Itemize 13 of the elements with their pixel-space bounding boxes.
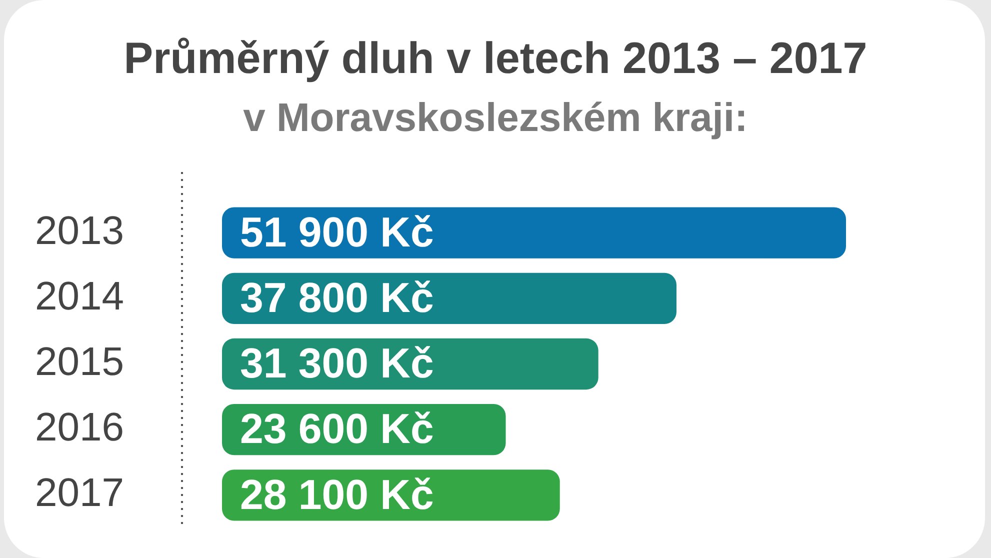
y-tick-label: 2014 bbox=[35, 274, 124, 318]
data-label: 31 300 Kč bbox=[240, 340, 434, 387]
chart-title: Průměrný dluh v letech 2013 – 2017 bbox=[122, 34, 868, 84]
y-tick-label: 2017 bbox=[35, 471, 124, 516]
chart-subtitle: v Moravskoslezském kraji: bbox=[242, 96, 749, 141]
y-tick-label: 2013 bbox=[35, 208, 124, 253]
y-tick-label: 2016 bbox=[35, 406, 124, 450]
data-label: 28 100 Kč bbox=[240, 470, 434, 518]
y-tick-label: 2015 bbox=[35, 340, 124, 384]
data-label: 37 800 Kč bbox=[240, 274, 434, 321]
data-label: 23 600 Kč bbox=[240, 405, 434, 452]
data-label: 51 900 Kč bbox=[240, 208, 434, 256]
bar bbox=[222, 207, 846, 258]
